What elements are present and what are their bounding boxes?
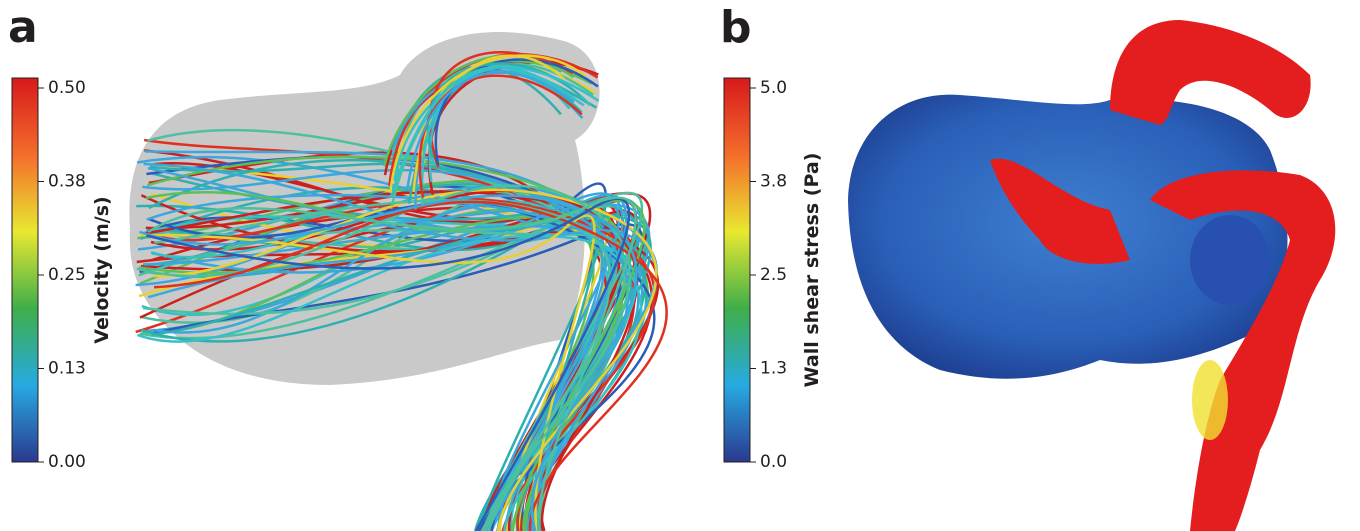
high-stress-region xyxy=(990,158,1130,264)
tick-label: 0.38 xyxy=(48,172,86,192)
colorbar xyxy=(11,77,39,463)
panel-label: b xyxy=(720,2,752,53)
streamlines xyxy=(135,51,668,531)
tick-label: 0.13 xyxy=(48,359,86,379)
streamline xyxy=(420,66,600,206)
surface-highlight xyxy=(1192,360,1228,440)
colorbar-title: Velocity (m/s) xyxy=(91,196,113,343)
tick-label: 3.8 xyxy=(760,172,787,192)
streamline xyxy=(428,51,574,168)
colorbar-title: Wall shear stress (Pa) xyxy=(801,153,823,388)
panel-b: b Wall shear stress (Pa) xyxy=(720,2,1336,531)
streamline xyxy=(146,197,631,531)
tick-label: 1.3 xyxy=(760,359,787,379)
streamline xyxy=(154,200,668,531)
panel-label: a xyxy=(8,2,38,53)
tick-label: 5.0 xyxy=(760,78,787,98)
parent-artery xyxy=(1150,170,1336,531)
streamline xyxy=(143,225,658,531)
streamline xyxy=(154,198,612,531)
tick-label: 0.0 xyxy=(760,452,787,472)
streamline xyxy=(137,234,637,531)
tick-label: 2.5 xyxy=(760,265,787,285)
streamline xyxy=(136,184,631,531)
colorbar xyxy=(723,77,751,463)
tick-label: 0.50 xyxy=(48,78,86,98)
streamline xyxy=(406,71,575,189)
branch-artery xyxy=(1110,20,1311,125)
streamline xyxy=(389,54,587,194)
streamline xyxy=(434,58,599,166)
panel-a: a Velocity (m/s) xyxy=(8,2,668,531)
streamline xyxy=(147,196,637,531)
surface-bulge xyxy=(1190,215,1270,305)
tick-label: 0.00 xyxy=(48,452,86,472)
tick-label: 0.25 xyxy=(48,265,86,285)
streamline xyxy=(389,66,576,198)
